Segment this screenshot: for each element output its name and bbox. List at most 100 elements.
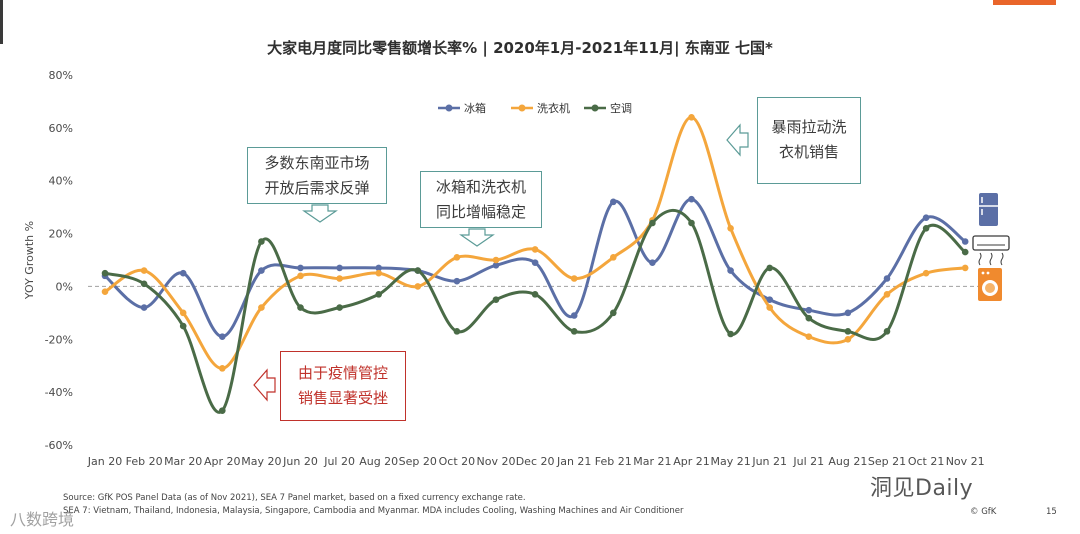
x-tick-label: Jan 20 bbox=[87, 455, 122, 468]
callout-rain-line1: 暴雨拉动洗 bbox=[771, 118, 847, 136]
y-tick-label: 40% bbox=[49, 175, 73, 188]
data-point-washer bbox=[336, 275, 343, 282]
legend-marker-washer bbox=[518, 104, 526, 112]
data-point-ac bbox=[727, 330, 734, 338]
callout-reopen: 多数东南亚市场 开放后需求反弹 bbox=[247, 147, 387, 204]
callout-rain-arrow bbox=[726, 123, 749, 157]
x-tick-label: May 21 bbox=[710, 455, 750, 468]
x-tick-label: Feb 21 bbox=[595, 455, 632, 468]
data-point-ac bbox=[922, 224, 930, 232]
data-point-fridge bbox=[375, 264, 383, 272]
y-tick-label: -40% bbox=[45, 386, 73, 399]
data-point-fridge bbox=[766, 296, 773, 303]
data-point-fridge bbox=[179, 269, 187, 277]
data-point-washer bbox=[453, 254, 461, 261]
data-point-fridge bbox=[140, 304, 148, 311]
data-point-ac bbox=[453, 328, 461, 335]
data-point-ac bbox=[531, 291, 539, 298]
data-point-ac bbox=[140, 280, 148, 288]
copyright: © GfK bbox=[970, 507, 997, 517]
data-point-washer bbox=[179, 309, 187, 317]
x-tick-label: Nov 21 bbox=[946, 455, 985, 468]
data-point-washer bbox=[219, 365, 226, 372]
data-point-ac bbox=[649, 219, 656, 227]
page-number: 15 bbox=[1046, 507, 1057, 517]
data-point-fridge bbox=[649, 259, 656, 266]
callout-rain: 暴雨拉动洗 衣机销售 bbox=[757, 97, 861, 184]
callout-reopen-line2: 开放后需求反弹 bbox=[264, 179, 370, 197]
legend-label-ac: 空调 bbox=[610, 101, 632, 115]
y-tick-label: 60% bbox=[49, 122, 73, 135]
data-point-washer bbox=[297, 272, 304, 280]
callout-covid: 由于疫情管控 销售显著受挫 bbox=[280, 351, 406, 421]
callout-stable: 冰箱和洗衣机 同比增幅稳定 bbox=[420, 171, 542, 228]
data-point-ac bbox=[101, 269, 109, 277]
data-point-washer bbox=[570, 275, 578, 282]
x-tick-label: Jun 21 bbox=[751, 455, 787, 468]
callout-covid-line2: 销售显著受挫 bbox=[297, 389, 388, 407]
source-note: Source: GfK POS Panel Data (as of Nov 20… bbox=[63, 492, 684, 518]
data-point-fridge bbox=[922, 214, 930, 222]
data-point-ac bbox=[179, 322, 187, 330]
chart-title: 大家电月度同比零售额增长率% | 2020年1月-2021年11月| 东南亚 七… bbox=[267, 39, 773, 57]
data-point-washer bbox=[766, 304, 773, 311]
x-tick-label: Feb 20 bbox=[126, 455, 163, 468]
data-point-washer bbox=[492, 256, 500, 264]
legend-label-fridge: 冰箱 bbox=[464, 101, 486, 115]
x-tick-label: Apr 20 bbox=[204, 455, 241, 468]
y-axis-label: YOY Growth % bbox=[23, 221, 36, 300]
callout-covid-arrow bbox=[253, 368, 276, 402]
data-point-washer bbox=[531, 246, 539, 253]
data-point-fridge bbox=[258, 267, 265, 274]
x-tick-label: Sep 21 bbox=[868, 455, 906, 468]
data-point-washer bbox=[727, 224, 734, 232]
callout-reopen-arrow bbox=[302, 204, 338, 223]
callout-stable-line2: 同比增幅稳定 bbox=[435, 203, 526, 221]
data-point-fridge bbox=[688, 195, 695, 203]
source-line-1: Source: GfK POS Panel Data (as of Nov 20… bbox=[63, 493, 526, 503]
x-tick-label: Aug 21 bbox=[828, 455, 867, 468]
series-line-ac bbox=[104, 208, 967, 414]
data-point-fridge bbox=[961, 238, 969, 245]
data-point-washer bbox=[140, 267, 148, 274]
air-conditioner-icon bbox=[972, 235, 1010, 266]
data-point-fridge bbox=[219, 333, 226, 340]
data-point-fridge bbox=[727, 267, 734, 274]
watermark-primary: 洞见Daily bbox=[870, 476, 974, 501]
y-tick-label: 20% bbox=[49, 228, 73, 241]
data-point-fridge bbox=[883, 275, 891, 282]
x-tick-label: Aug 20 bbox=[359, 455, 398, 468]
legend-marker-fridge bbox=[445, 104, 453, 112]
y-tick-label: 80% bbox=[49, 69, 73, 82]
x-tick-label: May 20 bbox=[241, 455, 281, 468]
data-point-ac bbox=[219, 407, 226, 414]
data-point-washer bbox=[844, 335, 852, 343]
x-tick-label: Mar 20 bbox=[164, 455, 202, 468]
callout-reopen-line1: 多数东南亚市场 bbox=[264, 154, 370, 172]
x-tick-label: Jan 21 bbox=[556, 455, 591, 468]
x-tick-label: Apr 21 bbox=[673, 455, 710, 468]
washing-machine-icon bbox=[978, 268, 1002, 301]
legend-marker-ac bbox=[591, 104, 599, 112]
x-tick-label: Jul 21 bbox=[792, 455, 824, 468]
data-point-washer bbox=[922, 269, 930, 277]
x-tick-label: Oct 21 bbox=[908, 455, 945, 468]
fridge-icon bbox=[979, 193, 998, 226]
data-point-ac bbox=[492, 296, 500, 303]
callout-covid-line1: 由于疫情管控 bbox=[297, 364, 388, 382]
legend-label-washer: 洗衣机 bbox=[537, 101, 570, 115]
data-point-ac bbox=[688, 219, 695, 227]
data-point-ac bbox=[414, 267, 422, 274]
y-tick-label: -60% bbox=[45, 439, 73, 452]
data-point-ac bbox=[766, 264, 773, 272]
callout-stable-line1: 冰箱和洗衣机 bbox=[435, 178, 526, 196]
x-tick-label: Jul 20 bbox=[323, 455, 355, 468]
data-point-washer bbox=[414, 283, 422, 290]
x-tick-label: Sep 20 bbox=[399, 455, 437, 468]
data-point-washer bbox=[101, 288, 109, 296]
data-point-washer bbox=[688, 113, 695, 121]
data-point-ac bbox=[961, 248, 969, 256]
data-point-ac bbox=[336, 304, 343, 311]
watermark-secondary: 八数跨境 bbox=[10, 510, 75, 529]
